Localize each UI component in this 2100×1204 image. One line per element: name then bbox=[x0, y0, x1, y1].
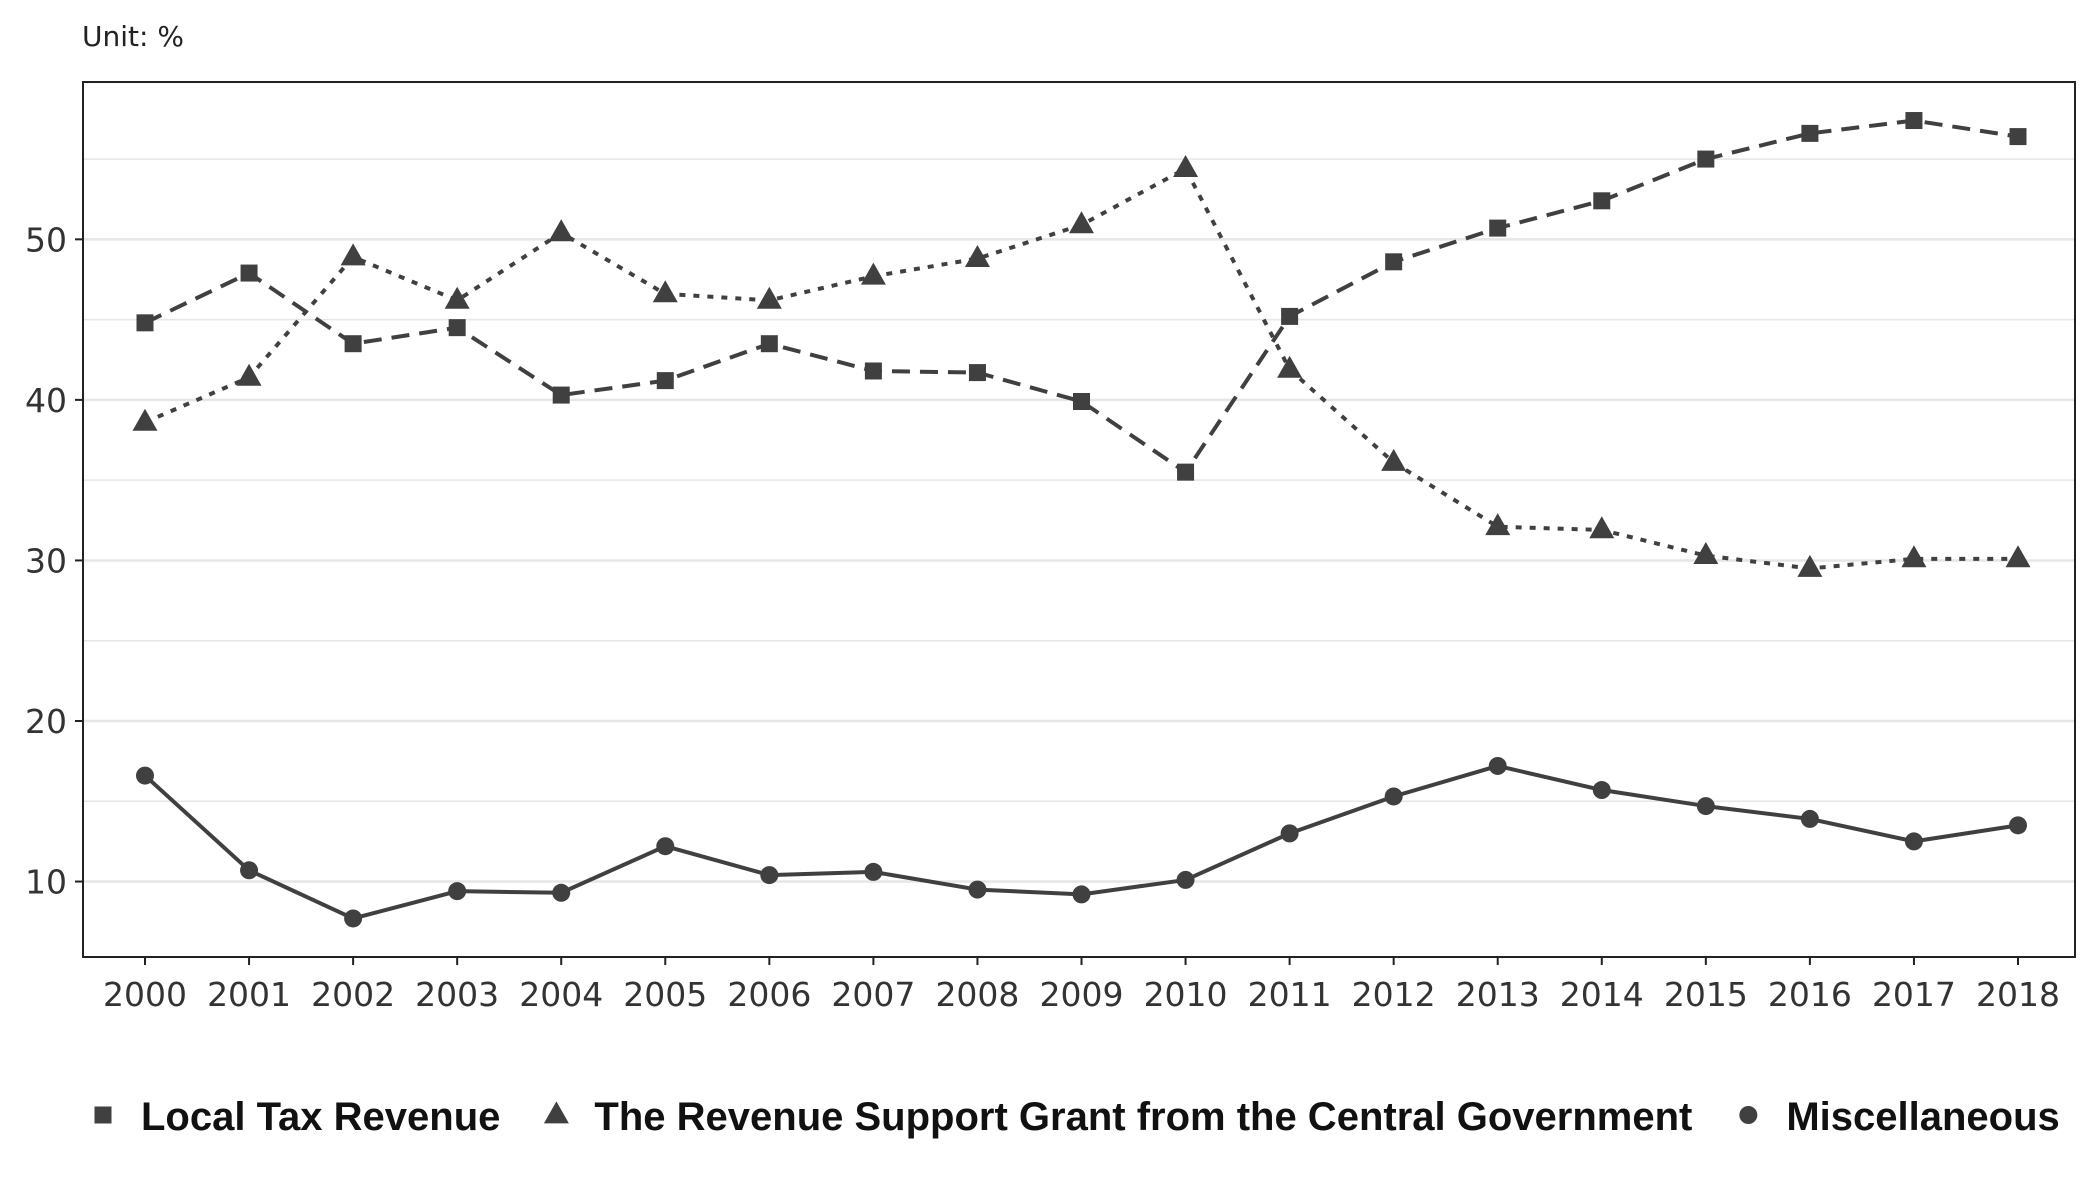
legend: Local Tax Revenue The Revenue Support Gra… bbox=[94, 1095, 2060, 1139]
data-point-square bbox=[344, 335, 362, 353]
unit-label: Unit: % bbox=[82, 20, 184, 53]
series-line bbox=[144, 118, 2019, 475]
data-point-circle bbox=[552, 883, 571, 902]
legend-label: The Revenue Support Grant from the Centr… bbox=[594, 1095, 1692, 1139]
data-point-triangle bbox=[236, 363, 262, 386]
data-point-circle bbox=[1384, 787, 1403, 806]
data-point-triangle bbox=[1797, 554, 1823, 577]
x-tick-label: 2011 bbox=[1248, 975, 1332, 1014]
data-point-square bbox=[448, 319, 466, 337]
x-tick-label: 2006 bbox=[727, 975, 811, 1014]
x-tick-label: 2009 bbox=[1040, 975, 1124, 1014]
series-layer bbox=[132, 112, 2031, 928]
data-point-circle bbox=[1904, 832, 1923, 851]
legend-key-circle bbox=[1739, 1106, 1758, 1124]
data-point-circle bbox=[864, 862, 883, 881]
data-point-square bbox=[1905, 112, 1923, 130]
data-point-square bbox=[1489, 219, 1507, 237]
y-tick-label: 20 bbox=[25, 702, 67, 741]
y-tick-label: 10 bbox=[25, 863, 67, 902]
data-point-square bbox=[760, 335, 778, 353]
x-tick-label: 2008 bbox=[935, 975, 1019, 1014]
data-point-triangle bbox=[340, 243, 366, 266]
x-tick-label: 2016 bbox=[1768, 975, 1852, 1014]
data-point-circle bbox=[1800, 809, 1819, 828]
data-point-triangle bbox=[444, 286, 470, 309]
legend-key-triangle bbox=[543, 1101, 569, 1124]
data-point-square bbox=[656, 372, 674, 390]
legend-key-square bbox=[94, 1106, 112, 1124]
legend-label: Miscellaneous bbox=[1786, 1095, 2059, 1139]
series-square bbox=[136, 112, 2027, 481]
data-point-circle bbox=[1696, 797, 1715, 816]
data-point-circle bbox=[2009, 816, 2027, 835]
data-point-circle bbox=[136, 766, 154, 785]
series-circle bbox=[136, 756, 2027, 928]
data-point-square bbox=[1697, 150, 1715, 168]
x-tick-label: 2002 bbox=[311, 975, 395, 1014]
data-point-square bbox=[968, 364, 986, 382]
data-point-triangle bbox=[1381, 448, 1407, 471]
data-point-circle bbox=[344, 909, 363, 928]
x-tick-label: 2010 bbox=[1144, 975, 1228, 1014]
data-point-square bbox=[552, 386, 570, 404]
x-tick-label: 2003 bbox=[415, 975, 499, 1014]
x-tick-label: 2007 bbox=[831, 975, 915, 1014]
data-point-circle bbox=[1592, 781, 1611, 800]
data-point-square bbox=[2009, 128, 2027, 146]
data-point-square bbox=[1593, 192, 1611, 210]
x-tick-label: 2018 bbox=[1976, 975, 2060, 1014]
data-point-circle bbox=[1176, 870, 1195, 889]
data-point-triangle bbox=[652, 280, 678, 303]
data-point-triangle bbox=[1277, 355, 1303, 378]
y-tick-label: 40 bbox=[25, 381, 67, 420]
data-point-triangle bbox=[132, 408, 158, 431]
data-point-square bbox=[136, 314, 154, 332]
y-tick-label: 50 bbox=[25, 220, 67, 259]
data-point-triangle bbox=[1485, 513, 1511, 536]
data-point-triangle bbox=[1589, 516, 1615, 539]
data-point-triangle bbox=[964, 244, 990, 267]
data-point-circle bbox=[240, 861, 259, 880]
data-point-circle bbox=[448, 882, 467, 901]
data-point-triangle bbox=[1693, 541, 1719, 564]
grid-layer bbox=[83, 158, 2075, 883]
x-tick-label: 2017 bbox=[1872, 975, 1956, 1014]
data-point-triangle bbox=[1173, 155, 1199, 178]
data-point-triangle bbox=[756, 286, 782, 309]
legend-label: Local Tax Revenue bbox=[141, 1095, 500, 1139]
data-point-circle bbox=[968, 880, 987, 899]
data-point-circle bbox=[760, 866, 779, 885]
data-point-square bbox=[1801, 124, 1819, 142]
data-point-circle bbox=[1280, 824, 1299, 843]
plot-border bbox=[82, 81, 2076, 958]
data-point-circle bbox=[656, 837, 675, 856]
x-tick-label: 2012 bbox=[1352, 975, 1436, 1014]
data-point-triangle bbox=[1901, 545, 1927, 568]
x-tick-label: 2013 bbox=[1456, 975, 1540, 1014]
data-point-square bbox=[1073, 392, 1090, 410]
x-tick-label: 2004 bbox=[519, 975, 603, 1014]
data-point-square bbox=[240, 264, 258, 282]
data-point-square bbox=[1385, 253, 1403, 271]
x-tick-label: 2001 bbox=[207, 975, 291, 1014]
data-point-triangle bbox=[860, 262, 886, 285]
data-point-square bbox=[864, 362, 882, 380]
x-tick-label: 2000 bbox=[103, 975, 187, 1014]
data-point-circle bbox=[1488, 756, 1507, 775]
x-tick-label: 2005 bbox=[623, 975, 707, 1014]
data-point-triangle bbox=[2005, 545, 2031, 568]
data-point-square bbox=[1281, 307, 1299, 325]
data-point-circle bbox=[1072, 885, 1091, 904]
axis-layer: 10 20 30 40 50 2000 2001 2002 2003 2004 2005 2006 20… bbox=[25, 81, 2076, 1014]
x-tick-label: 2015 bbox=[1664, 975, 1748, 1014]
data-point-square bbox=[1177, 463, 1195, 481]
data-point-triangle bbox=[1069, 211, 1094, 234]
data-point-triangle bbox=[548, 219, 574, 242]
series-triangle bbox=[132, 155, 2031, 577]
x-tick-label: 2014 bbox=[1560, 975, 1644, 1014]
y-tick-label: 30 bbox=[25, 541, 67, 580]
